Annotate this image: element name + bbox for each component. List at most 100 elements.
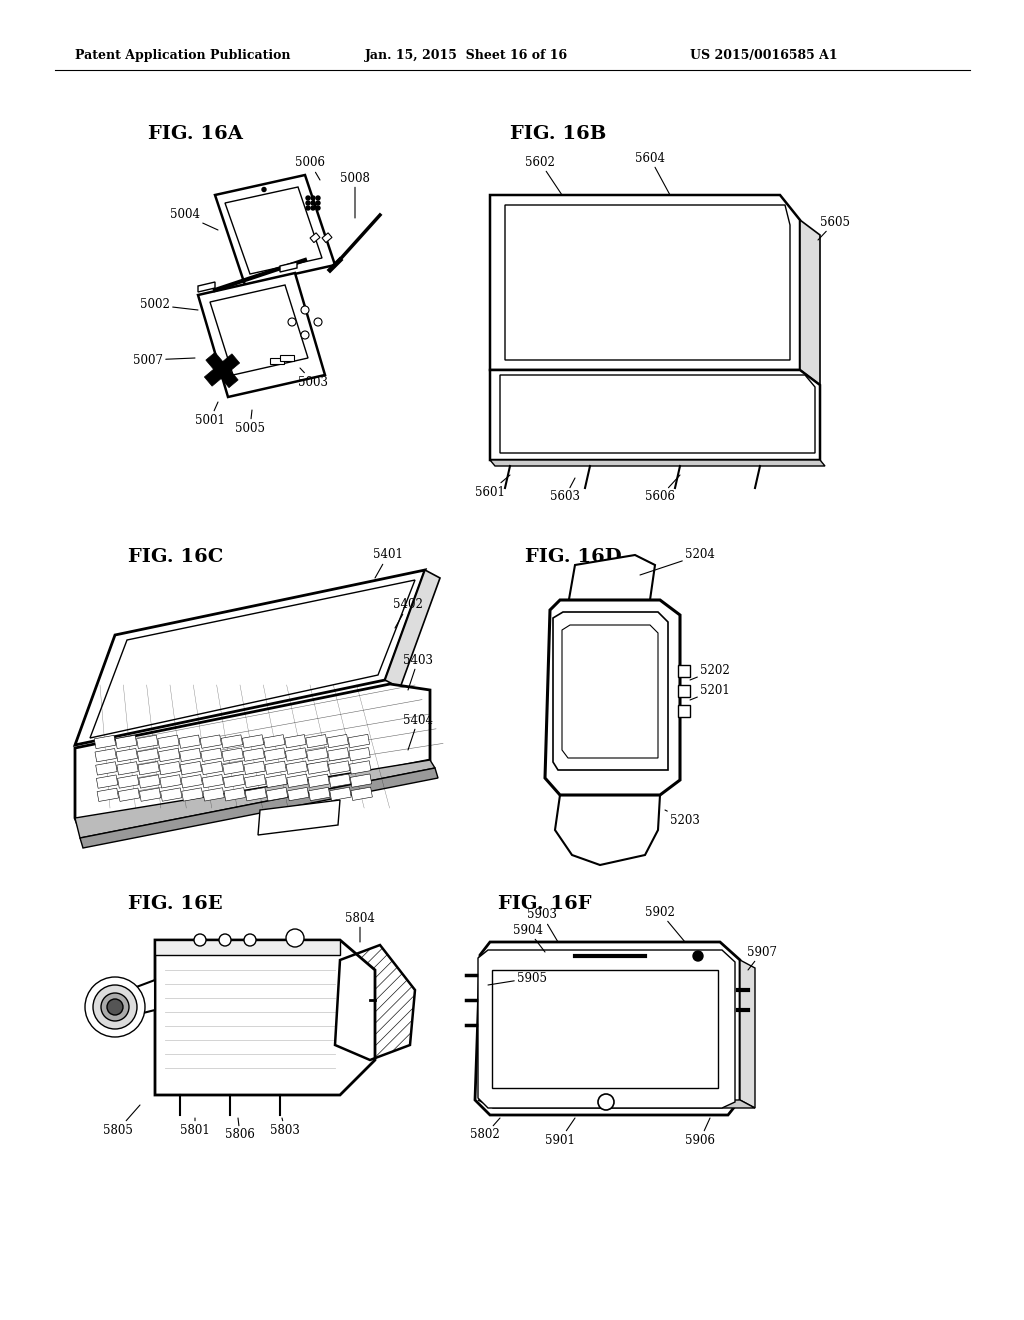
Circle shape: [316, 206, 319, 210]
Text: 5902: 5902: [645, 906, 685, 942]
Text: 5201: 5201: [690, 684, 730, 700]
Polygon shape: [490, 370, 820, 459]
Circle shape: [101, 993, 129, 1020]
Polygon shape: [115, 979, 155, 1020]
Text: 5806: 5806: [225, 1118, 255, 1142]
Polygon shape: [118, 788, 139, 801]
Polygon shape: [286, 762, 307, 775]
Polygon shape: [160, 775, 181, 788]
Polygon shape: [200, 735, 221, 748]
Polygon shape: [198, 273, 325, 397]
Circle shape: [311, 206, 315, 210]
Circle shape: [306, 195, 310, 201]
Polygon shape: [308, 774, 330, 788]
Polygon shape: [155, 940, 375, 1096]
Polygon shape: [800, 220, 820, 385]
Text: 5204: 5204: [640, 549, 715, 576]
Circle shape: [316, 201, 319, 205]
Polygon shape: [97, 788, 119, 801]
Polygon shape: [349, 747, 371, 760]
Polygon shape: [202, 762, 223, 775]
Bar: [280, 355, 294, 360]
Text: 5905: 5905: [488, 972, 547, 985]
Polygon shape: [288, 788, 309, 801]
Polygon shape: [224, 788, 246, 801]
Text: US 2015/0016585 A1: US 2015/0016585 A1: [690, 49, 838, 62]
Polygon shape: [478, 1100, 755, 1107]
Text: 5402: 5402: [393, 598, 423, 628]
Polygon shape: [328, 747, 349, 760]
Circle shape: [693, 950, 703, 961]
Polygon shape: [243, 735, 264, 748]
Polygon shape: [308, 787, 330, 801]
Polygon shape: [327, 734, 348, 747]
Circle shape: [301, 331, 309, 339]
Polygon shape: [222, 762, 244, 775]
Text: 5804: 5804: [345, 912, 375, 942]
Polygon shape: [116, 748, 137, 762]
Polygon shape: [245, 788, 266, 801]
Text: 5001: 5001: [195, 403, 225, 426]
Bar: [270, 358, 284, 364]
Text: 5202: 5202: [690, 664, 730, 680]
Circle shape: [316, 195, 319, 201]
Polygon shape: [306, 747, 328, 762]
Polygon shape: [118, 775, 139, 788]
Text: 5004: 5004: [170, 209, 218, 230]
Polygon shape: [201, 748, 222, 762]
Polygon shape: [264, 748, 286, 762]
Polygon shape: [202, 775, 223, 788]
Circle shape: [311, 195, 315, 201]
Text: FIG. 16C: FIG. 16C: [128, 548, 223, 566]
Polygon shape: [179, 748, 201, 762]
Circle shape: [286, 929, 304, 946]
Text: 5007: 5007: [133, 354, 195, 367]
Polygon shape: [265, 775, 287, 788]
Polygon shape: [138, 762, 160, 775]
Text: 5802: 5802: [470, 1118, 500, 1142]
Text: 5805: 5805: [103, 1105, 140, 1137]
Polygon shape: [139, 788, 161, 801]
Polygon shape: [568, 554, 655, 615]
Polygon shape: [351, 787, 373, 800]
Text: 5907: 5907: [746, 945, 777, 970]
Text: 5008: 5008: [340, 172, 370, 218]
Text: 5002: 5002: [140, 298, 198, 312]
Circle shape: [301, 306, 309, 314]
Text: 5801: 5801: [180, 1118, 210, 1137]
Circle shape: [314, 318, 322, 326]
Text: 5901: 5901: [545, 1118, 575, 1147]
Polygon shape: [307, 760, 329, 775]
Polygon shape: [329, 774, 350, 787]
Polygon shape: [555, 795, 660, 865]
Polygon shape: [740, 960, 755, 1107]
Polygon shape: [263, 735, 285, 748]
Polygon shape: [155, 940, 340, 954]
Polygon shape: [96, 775, 118, 788]
Polygon shape: [137, 748, 159, 762]
Circle shape: [306, 201, 310, 205]
Polygon shape: [181, 775, 203, 788]
Text: FIG. 16D: FIG. 16D: [525, 548, 622, 566]
Circle shape: [106, 999, 123, 1015]
Text: 5603: 5603: [550, 478, 580, 503]
Polygon shape: [203, 788, 224, 801]
Polygon shape: [286, 748, 307, 762]
Polygon shape: [223, 775, 245, 788]
Text: 5003: 5003: [298, 368, 328, 388]
Circle shape: [311, 201, 315, 205]
Polygon shape: [179, 735, 201, 748]
Text: 5803: 5803: [270, 1118, 300, 1137]
Text: 5903: 5903: [527, 908, 558, 942]
Text: 5602: 5602: [525, 156, 562, 195]
Text: FIG. 16B: FIG. 16B: [510, 125, 606, 143]
Text: 5605: 5605: [818, 215, 850, 240]
Polygon shape: [243, 748, 264, 762]
Text: FIG. 16E: FIG. 16E: [128, 895, 222, 913]
Polygon shape: [138, 775, 160, 788]
Text: FIG. 16F: FIG. 16F: [498, 895, 592, 913]
Polygon shape: [95, 762, 117, 775]
Polygon shape: [545, 601, 680, 795]
Polygon shape: [136, 735, 158, 748]
Circle shape: [262, 187, 266, 191]
